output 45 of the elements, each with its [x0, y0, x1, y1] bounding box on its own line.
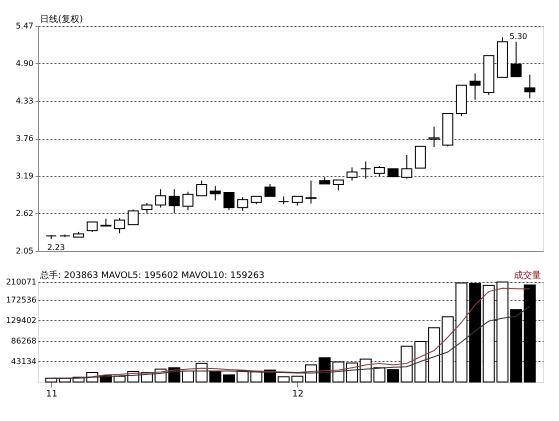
candlestick	[524, 74, 536, 99]
annotation: 2.23	[47, 243, 66, 252]
y-tick-label: 5.47	[16, 22, 34, 30]
candlestick	[237, 196, 248, 212]
y-tick-label: 3.19	[16, 172, 34, 180]
candlestick	[141, 202, 152, 214]
x-tick-label: 11	[46, 390, 58, 400]
candlestick	[510, 41, 522, 78]
candlestick	[306, 180, 317, 204]
candlestick	[223, 192, 234, 211]
y-tick-label: 4.33	[16, 96, 34, 106]
candlestick	[128, 209, 139, 226]
line-series	[50, 306, 530, 379]
candlestick	[168, 188, 180, 214]
y-tick-label: 4.90	[16, 59, 34, 68]
candlestick	[332, 179, 344, 191]
annotation: 5.30	[509, 32, 528, 42]
y-tick-label: 86268	[11, 336, 36, 346]
y-tick-label: 3.76	[16, 134, 34, 143]
candlestick	[374, 166, 385, 176]
bar	[45, 378, 58, 382]
candlestick	[155, 188, 166, 208]
x-tick-label: 12	[292, 390, 304, 400]
candlestick	[114, 218, 126, 234]
candlestick	[264, 183, 276, 197]
y-tick-label: 210071	[6, 278, 36, 286]
candlestick	[360, 161, 372, 180]
y-tick-label: 172536	[6, 295, 36, 304]
candlestick	[470, 72, 481, 100]
candlestick	[414, 146, 426, 169]
candlestick	[196, 180, 208, 196]
candlestick	[210, 185, 221, 201]
bar	[524, 284, 536, 382]
candlestick	[292, 196, 303, 206]
y-tick-label: 43134	[11, 356, 36, 366]
chart-title: 日线(复权)	[40, 14, 84, 25]
text: 成交量	[514, 270, 541, 281]
candlestick	[346, 166, 358, 182]
y-tick-label: 129402	[6, 316, 36, 325]
candlestick	[401, 154, 412, 180]
candlestick	[428, 126, 440, 148]
candlestick	[182, 191, 194, 211]
y-tick-label: 2.05	[16, 246, 34, 256]
y-tick-label: 2.62	[16, 209, 34, 218]
text: 总手: 203863 MAVOL5: 195602 MAVOL10: 159263	[39, 270, 265, 281]
